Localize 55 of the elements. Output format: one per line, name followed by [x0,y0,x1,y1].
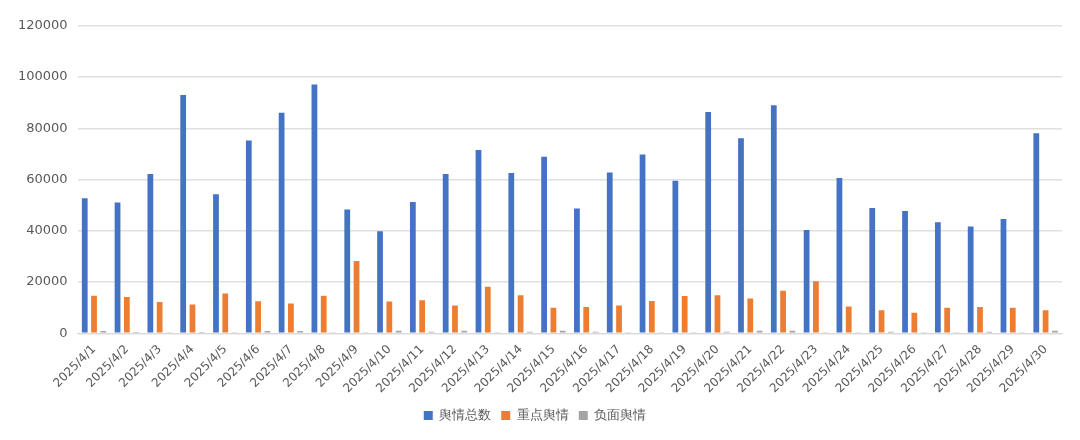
bar [1033,133,1040,333]
bar [705,111,712,333]
bar [255,301,261,333]
bar [616,305,622,333]
y-tick-label: 120000 [17,17,68,33]
bar [386,301,393,333]
legend-label: 重点舆情 [516,406,569,422]
bar [977,306,983,333]
bar [245,140,252,333]
bar [681,295,688,333]
y-tick-label: 60000 [26,170,68,186]
bar [91,295,97,333]
bar [213,194,219,333]
bar [541,156,547,333]
bar [813,281,819,333]
bar [81,198,88,333]
bar [967,226,974,333]
bar [452,305,458,333]
bar [147,173,154,333]
bar [747,298,754,333]
bar [377,231,383,333]
legend-label: 舆情总数 [439,406,492,422]
bar [222,293,229,333]
bar [288,303,294,333]
bar [902,211,908,333]
bar [845,306,852,333]
bar [344,209,351,333]
y-tick-label: 80000 [26,119,68,135]
y-tick-label: 20000 [26,273,68,289]
bar [583,306,590,333]
bar [409,202,416,333]
bar [156,302,163,333]
bar [934,222,941,333]
bar [123,296,130,333]
bar [738,138,744,333]
bar [770,105,777,333]
bar [484,286,491,333]
bar [442,173,449,333]
y-tick-label: 100000 [17,68,68,84]
bar [574,208,580,333]
y-tick-label: 40000 [26,222,68,238]
bar [180,94,187,333]
bar [508,172,515,333]
bar [911,312,918,333]
bar [672,180,679,333]
bar [1009,307,1016,333]
bar [780,290,786,333]
bar [606,172,613,333]
legend-label: 负面舆情 [594,406,647,422]
bar [648,301,655,333]
bar [944,307,951,333]
bar [419,300,426,333]
bar [869,208,876,333]
y-tick-label: 0 [59,324,68,340]
bar [320,295,327,333]
